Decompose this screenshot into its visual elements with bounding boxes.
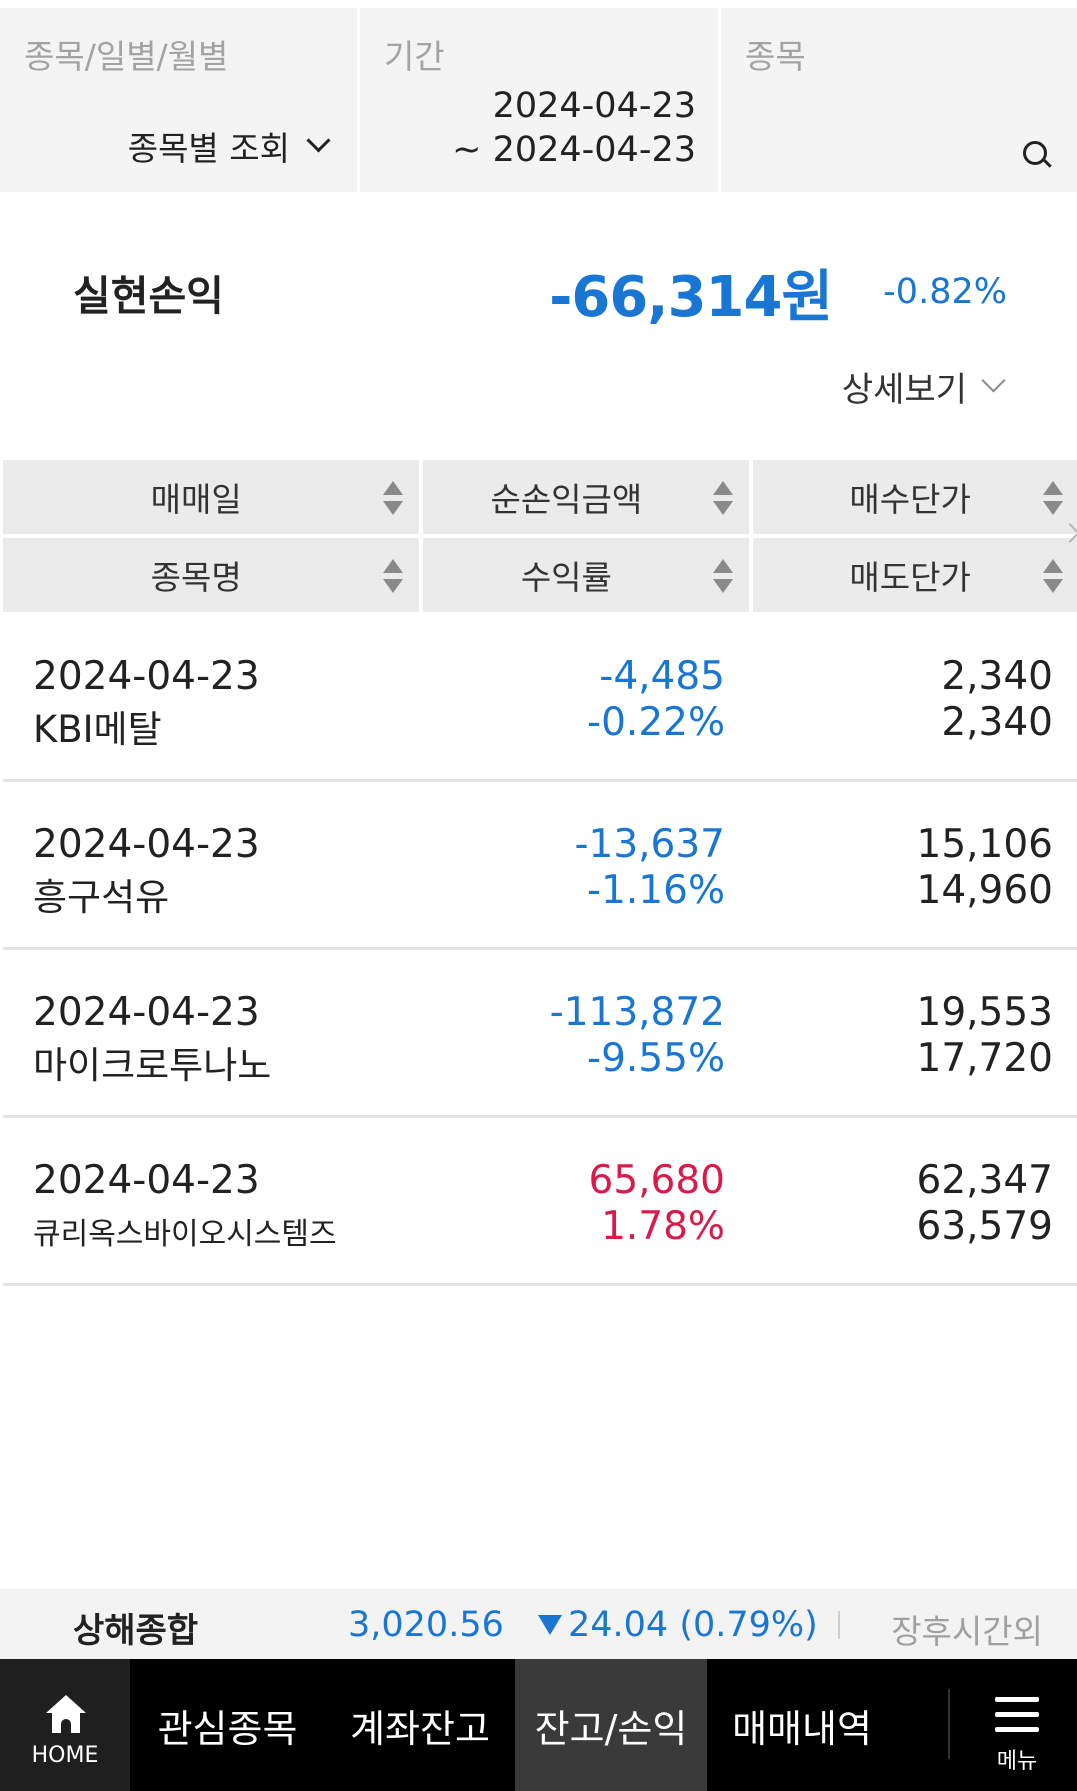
table-header-row-1: 매매일 순손익금액 매수단가 — [3, 460, 1077, 534]
nav-home-button[interactable]: HOME — [0, 1659, 130, 1791]
chevron-down-icon — [306, 127, 331, 153]
home-icon — [46, 1695, 86, 1733]
sort-icon[interactable] — [383, 559, 404, 593]
sell-price: 2,340 — [941, 700, 1053, 745]
search-icon[interactable] — [1023, 141, 1047, 165]
buy-price: 2,340 — [941, 654, 1053, 699]
header-sell-price[interactable]: 매도단가 — [753, 538, 1077, 612]
table-row[interactable]: 2024-04-23 큐리옥스바이오시스템즈 65,680 1.78% 62,3… — [3, 1118, 1077, 1286]
realized-pl-label: 실현손익 — [73, 272, 224, 320]
net-profit: -113,872 — [549, 990, 725, 1035]
divider — [948, 1689, 950, 1759]
stock-filter[interactable]: 종목 — [721, 8, 1077, 192]
buy-price: 62,347 — [916, 1158, 1053, 1203]
period-range[interactable]: 2024-04-23 ~ 2024-04-23 — [452, 84, 696, 172]
sell-price: 63,579 — [916, 1204, 1053, 1249]
trade-date: 2024-04-23 — [33, 822, 260, 867]
divider — [838, 1611, 840, 1639]
table-header-row-2: 종목명 수익률 매도단가 — [3, 538, 1077, 612]
stock-filter-label: 종목 — [745, 37, 806, 76]
header-label: 순손익금액 — [490, 480, 643, 519]
trade-list: 2024-04-23 KBI메탈 -4,485 -0.22% 2,340 2,3… — [3, 614, 1077, 1286]
trade-date: 2024-04-23 — [33, 990, 260, 1035]
index-name: 상해종합 — [73, 1611, 199, 1651]
buy-price: 19,553 — [916, 990, 1053, 1035]
triangle-down-icon — [538, 1615, 562, 1635]
period-filter-label: 기간 — [384, 37, 445, 76]
index-change-value: 24.04 (0.79%) — [568, 1605, 818, 1645]
sort-icon[interactable] — [1043, 559, 1064, 593]
nav-tab-balance-pl[interactable]: 잔고/손익 — [515, 1659, 707, 1791]
chevron-down-icon — [981, 368, 1006, 393]
header-label: 매매일 — [150, 480, 242, 519]
filter-bar: 종목/일별/월별 종목별 조회 기간 2024-04-23 ~ 2024-04-… — [0, 8, 1077, 192]
trade-date: 2024-04-23 — [33, 1158, 260, 1203]
detail-view-button[interactable]: 상세보기 — [841, 362, 1006, 411]
header-trade-date[interactable]: 매매일 — [3, 460, 420, 534]
realized-pl-amount: -66,314원 — [549, 265, 833, 330]
index-value: 3,020.56 — [348, 1605, 504, 1645]
stock-name: KBI메탈 — [33, 708, 162, 751]
net-profit: 65,680 — [588, 1158, 725, 1203]
sort-icon[interactable] — [713, 559, 734, 593]
table-row[interactable]: 2024-04-23 마이크로투나노 -113,872 -9.55% 19,55… — [3, 950, 1077, 1118]
header-net-profit[interactable]: 순손익금액 — [423, 460, 750, 534]
nav-menu-label: 메뉴 — [996, 1749, 1038, 1774]
header-stock-name[interactable]: 종목명 — [3, 538, 420, 612]
buy-price: 15,106 — [916, 822, 1053, 867]
nav-home-label: HOME — [31, 1743, 99, 1768]
header-buy-price[interactable]: 매수단가 — [753, 460, 1077, 534]
sort-icon[interactable] — [1043, 481, 1064, 515]
return-rate: 1.78% — [601, 1204, 725, 1249]
return-rate: -0.22% — [587, 700, 725, 745]
detail-view-label: 상세보기 — [841, 370, 967, 410]
nav-tab-watchlist[interactable]: 관심종목 — [157, 1706, 298, 1751]
sort-icon[interactable] — [713, 481, 734, 515]
trade-date: 2024-04-23 — [33, 654, 260, 699]
stock-name: 흥구석유 — [33, 876, 170, 919]
header-label: 매도단가 — [849, 558, 971, 597]
realized-pl-rate: -0.82% — [883, 272, 1007, 312]
type-filter-select[interactable]: 종목별 조회 — [127, 122, 331, 170]
sell-price: 17,720 — [916, 1036, 1053, 1081]
period-end: ~ 2024-04-23 — [452, 130, 696, 170]
index-change: 24.04 (0.79%) — [538, 1605, 818, 1645]
stock-name: 큐리옥스바이오시스템즈 — [33, 1217, 337, 1252]
period-filter[interactable]: 기간 2024-04-23 ~ 2024-04-23 — [360, 8, 718, 192]
header-label: 종목명 — [150, 558, 242, 597]
header-label: 매수단가 — [849, 480, 971, 519]
market-status: 장후시간외 — [891, 1612, 1043, 1651]
table-row[interactable]: 2024-04-23 KBI메탈 -4,485 -0.22% 2,340 2,3… — [3, 614, 1077, 782]
period-start: 2024-04-23 — [492, 86, 696, 126]
sort-icon[interactable] — [383, 481, 404, 515]
index-ticker[interactable]: 상해종합 3,020.56 24.04 (0.79%) 장후시간외 — [0, 1589, 1077, 1659]
sell-price: 14,960 — [916, 868, 1053, 913]
header-return-rate[interactable]: 수익률 — [423, 538, 750, 612]
type-filter-value: 종목별 조회 — [127, 129, 290, 168]
type-filter-label: 종목/일별/월별 — [24, 37, 229, 76]
return-rate: -9.55% — [587, 1036, 725, 1081]
nav-menu-button[interactable]: 메뉴 — [957, 1659, 1077, 1791]
type-filter[interactable]: 종목/일별/월별 종목별 조회 — [0, 8, 357, 192]
nav-tab-account-balance[interactable]: 계좌잔고 — [350, 1706, 490, 1751]
header-label: 수익률 — [520, 558, 612, 597]
net-profit: -4,485 — [599, 654, 725, 699]
net-profit: -13,637 — [574, 822, 725, 867]
return-rate: -1.16% — [587, 868, 725, 913]
nav-tab-trade-history[interactable]: 매매내역 — [732, 1706, 872, 1751]
bottom-nav: HOME 관심종목 계좌잔고 잔고/손익 매매내역 메뉴 — [0, 1659, 1077, 1791]
hamburger-menu-icon — [995, 1697, 1039, 1733]
table-row[interactable]: 2024-04-23 흥구석유 -13,637 -1.16% 15,106 14… — [3, 782, 1077, 950]
stock-name: 마이크로투나노 — [33, 1044, 272, 1087]
